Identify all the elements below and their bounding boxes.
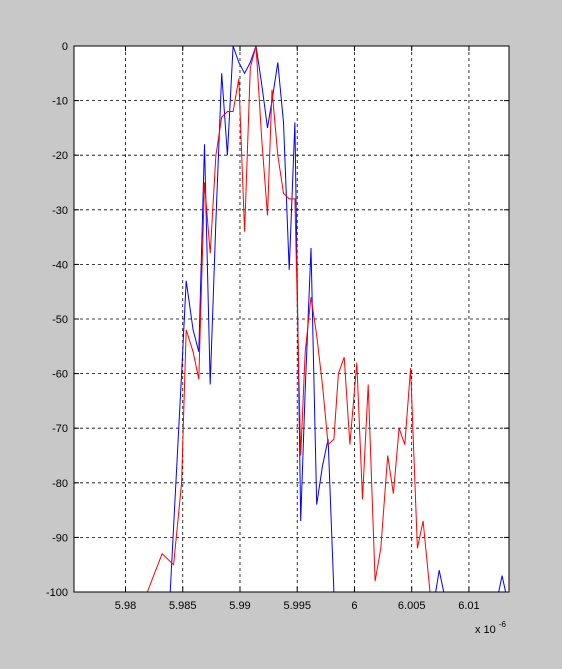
y-tick-label: -90 (52, 532, 68, 544)
axes-frame (73, 45, 510, 593)
x-tick-label: 6.005 (398, 600, 426, 612)
x-exponent-base: x 10 (475, 624, 496, 636)
y-tick-label: -30 (52, 205, 68, 217)
x-tick-label: 5.99 (229, 600, 250, 612)
x-tick-label: 5.995 (283, 600, 311, 612)
series-line (435, 570, 445, 593)
series-line (498, 575, 507, 593)
y-tick-labels: 0 -10 -20 -30 -40 -50 -60 -70 -80 -90 -100 (46, 41, 68, 599)
x-tick-label: 5.985 (169, 600, 197, 612)
y-tick-label: -100 (46, 587, 68, 599)
x-tick-label: 6 (351, 600, 357, 612)
y-tick-label: -60 (52, 369, 68, 381)
y-tick-label: -20 (52, 150, 68, 162)
y-tick-label: -50 (52, 314, 68, 326)
x-exponent-power: -6 (499, 620, 507, 629)
ticks (74, 45, 509, 593)
x-tick-labels: 5.98 5.985 5.99 5.995 6 6.005 6.01 (115, 600, 480, 612)
y-tick-label: -70 (52, 423, 68, 435)
x-exponent-label: x 10 -6 (475, 620, 507, 636)
y-tick-label: -40 (52, 259, 68, 271)
y-tick-label: -10 (52, 96, 68, 108)
y-tick-label: 0 (62, 41, 68, 53)
x-tick-label: 6.01 (458, 600, 479, 612)
y-tick-label: -80 (52, 478, 68, 490)
x-tick-label: 5.98 (115, 600, 136, 612)
series-line (169, 45, 339, 593)
